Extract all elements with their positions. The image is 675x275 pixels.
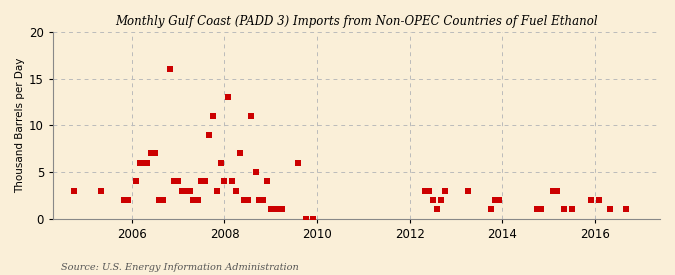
Point — [547, 188, 558, 193]
Point — [551, 188, 562, 193]
Point — [427, 198, 438, 202]
Point — [173, 179, 184, 184]
Point — [424, 188, 435, 193]
Point — [269, 207, 280, 211]
Point — [566, 207, 577, 211]
Point — [258, 198, 269, 202]
Point — [300, 216, 311, 221]
Point — [308, 216, 319, 221]
Point — [215, 161, 226, 165]
Point — [246, 114, 256, 118]
Point — [196, 179, 207, 184]
Point — [169, 179, 180, 184]
Point — [176, 188, 187, 193]
Point — [242, 198, 253, 202]
Point — [123, 198, 134, 202]
Point — [165, 67, 176, 72]
Point — [559, 207, 570, 211]
Point — [134, 161, 145, 165]
Point — [181, 188, 192, 193]
Text: Source: U.S. Energy Information Administration: Source: U.S. Energy Information Administ… — [61, 263, 298, 272]
Point — [153, 198, 164, 202]
Point — [439, 188, 450, 193]
Point — [273, 207, 284, 211]
Point — [265, 207, 276, 211]
Point — [238, 198, 249, 202]
Point — [250, 170, 261, 174]
Point — [188, 198, 199, 202]
Point — [621, 207, 632, 211]
Point — [431, 207, 442, 211]
Point — [223, 95, 234, 100]
Point — [420, 188, 431, 193]
Point — [219, 179, 230, 184]
Point — [192, 198, 203, 202]
Point — [150, 151, 161, 156]
Point — [485, 207, 496, 211]
Point — [69, 188, 80, 193]
Point — [204, 133, 215, 137]
Y-axis label: Thousand Barrels per Day: Thousand Barrels per Day — [15, 58, 25, 193]
Point — [200, 179, 211, 184]
Point — [227, 179, 238, 184]
Point — [586, 198, 597, 202]
Point — [593, 198, 604, 202]
Point — [605, 207, 616, 211]
Point — [462, 188, 473, 193]
Point — [146, 151, 157, 156]
Point — [119, 198, 130, 202]
Point — [95, 188, 106, 193]
Point — [292, 161, 303, 165]
Point — [493, 198, 504, 202]
Point — [130, 179, 141, 184]
Point — [207, 114, 218, 118]
Point — [489, 198, 500, 202]
Point — [142, 161, 153, 165]
Point — [532, 207, 543, 211]
Point — [138, 161, 148, 165]
Point — [254, 198, 265, 202]
Point — [262, 179, 273, 184]
Point — [535, 207, 546, 211]
Point — [157, 198, 168, 202]
Point — [435, 198, 446, 202]
Point — [234, 151, 245, 156]
Title: Monthly Gulf Coast (PADD 3) Imports from Non-OPEC Countries of Fuel Ethanol: Monthly Gulf Coast (PADD 3) Imports from… — [115, 15, 598, 28]
Point — [277, 207, 288, 211]
Point — [211, 188, 222, 193]
Point — [184, 188, 195, 193]
Point — [231, 188, 242, 193]
